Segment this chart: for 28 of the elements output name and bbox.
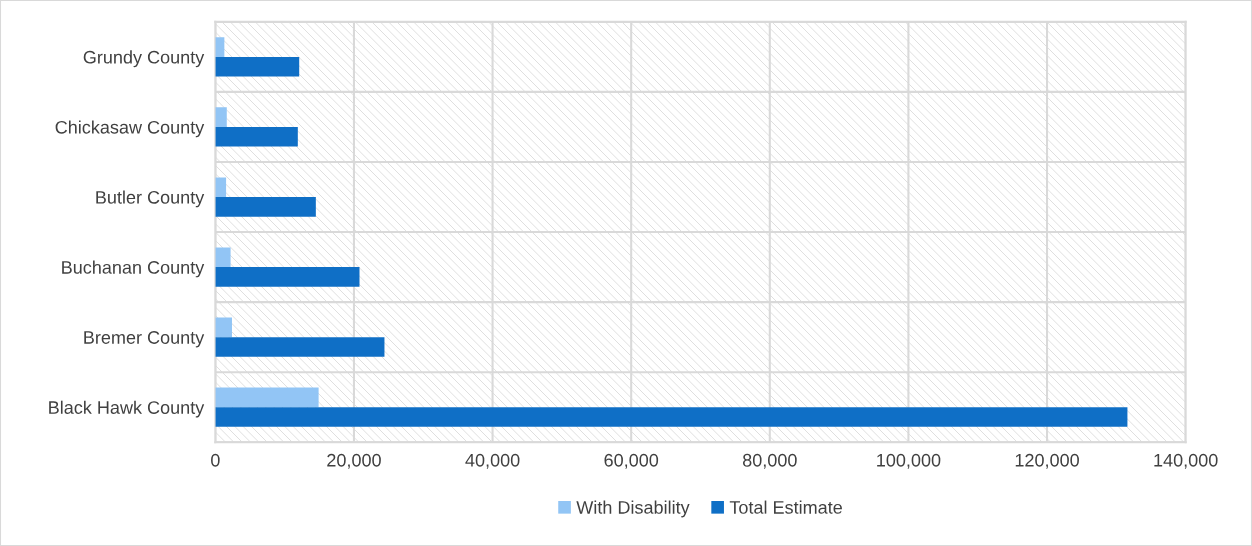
bar (215, 337, 385, 357)
y-tick-label: Butler County (96, 190, 205, 208)
x-tick-label: 100,000 (877, 453, 941, 469)
legend-label: Total Estimate (729, 500, 842, 514)
bar (215, 126, 298, 147)
bar (215, 56, 300, 77)
y-tick-label: Black Hawk County (49, 400, 205, 418)
bar (215, 177, 227, 198)
x-tick-label: 140,000 (1154, 453, 1218, 469)
x-tick-label: 20,000 (327, 453, 381, 469)
bar (215, 37, 225, 57)
bar (215, 247, 231, 268)
x-tick-label: 60,000 (604, 453, 659, 469)
x-tick-label: 80,000 (742, 453, 797, 469)
y-tick-label: Chickasaw County (55, 120, 205, 138)
bar (215, 267, 360, 287)
bar (215, 317, 232, 338)
bar (215, 197, 316, 217)
y-tick-label: Bremer County (84, 331, 205, 348)
x-tick-label: 40,000 (465, 453, 520, 469)
legend-label: With Disability (576, 500, 690, 518)
bar (215, 387, 319, 408)
x-tick-label: 0 (211, 453, 220, 467)
y-tick-label: Grundy County (83, 50, 205, 68)
bar (215, 107, 227, 127)
x-tick-label: 120,000 (1015, 453, 1079, 469)
bar (215, 407, 1128, 427)
y-tick-label: Buchanan County (62, 260, 205, 278)
